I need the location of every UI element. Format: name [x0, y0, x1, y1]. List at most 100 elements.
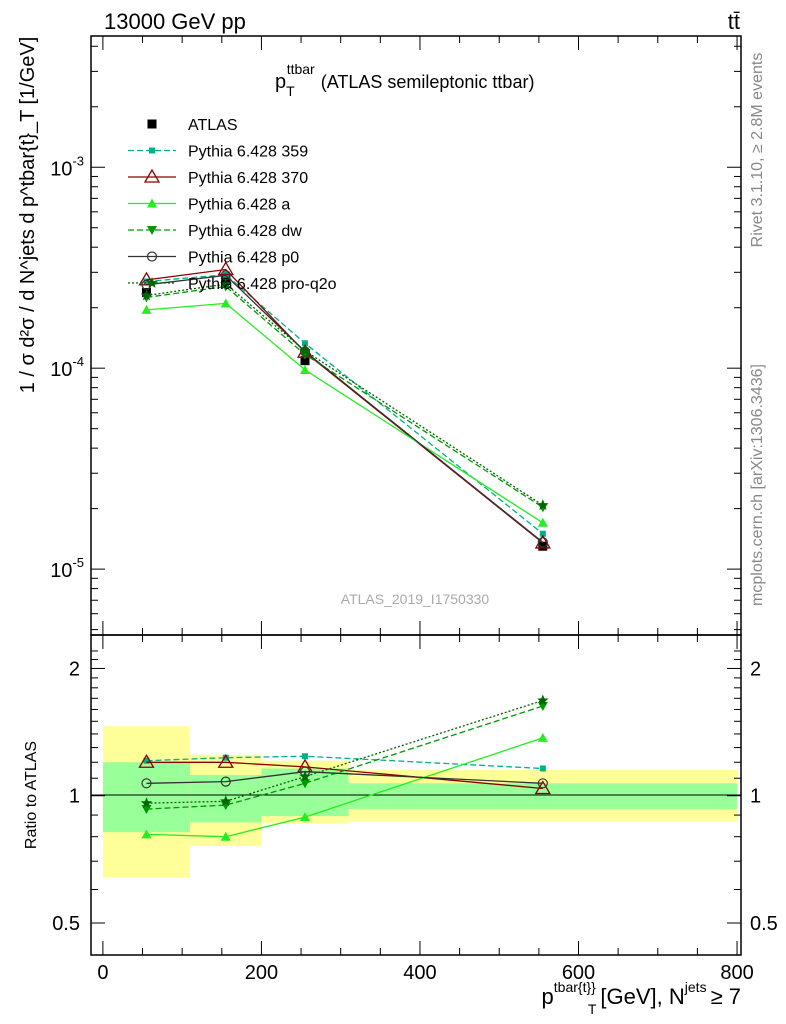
ratio-point: [299, 770, 311, 782]
title-main: p: [275, 71, 286, 93]
y-tick-label: 10-4: [50, 354, 84, 381]
legend-label: Pythia 6.428 370: [188, 170, 308, 187]
data-point: [534, 534, 551, 549]
series-pythia-6-428-a: [141, 298, 548, 527]
y-tick-label-exp: -5: [72, 555, 84, 570]
series-line: [146, 283, 544, 506]
main-plot: pTttbar (ATLAS semileptonic ttbar) 1 / σ …: [17, 35, 742, 636]
legend-entry: Pythia 6.428 p0: [128, 250, 299, 267]
x-tick-label: 0: [97, 962, 108, 984]
ratio-line: [146, 699, 543, 804]
data-point: [537, 537, 548, 548]
legend-label: Pythia 6.428 dw: [188, 223, 302, 240]
data-point: [143, 278, 150, 285]
ratio-series-pythia-6-428-359: [143, 753, 546, 772]
plot-title: pTttbar (ATLAS semileptonic ttbar): [275, 61, 534, 99]
ratio-point: [537, 694, 549, 706]
legend-label: ATLAS: [188, 117, 238, 134]
series-line: [146, 274, 544, 535]
y-tick-label-exp: -4: [72, 354, 84, 369]
legend-label: Pythia 6.428 p0: [188, 250, 299, 267]
legend-marker: [147, 198, 157, 208]
data-point: [300, 356, 310, 366]
ratio-series-pythia-6-428-pro-q2o: [140, 694, 549, 809]
main-y-ticks: 10-310-410-5: [50, 36, 741, 635]
ratio-point: [220, 795, 232, 807]
legend-marker: [146, 251, 158, 262]
y-tick-label-base: 10: [50, 158, 72, 180]
legend-marker: [146, 277, 158, 288]
xlabel-main: p: [542, 984, 554, 1009]
main-series: [138, 261, 551, 551]
main-ylabel: 1 / σ d²σ / d N^jets d p^tbar{t}_T [1/Ge…: [17, 37, 39, 394]
data-point: [302, 340, 309, 347]
uncertainty-band-inner: [348, 783, 738, 810]
ratio-point: [537, 732, 548, 742]
legend-entry: Pythia 6.428 dw: [128, 223, 302, 240]
xlabel-sup: tbar{t}: [554, 979, 592, 995]
header-right: tt̄: [728, 9, 740, 34]
data-point: [141, 304, 152, 314]
data-point: [299, 344, 311, 356]
ratio-y-tick-label: 0.5: [52, 913, 80, 935]
series-pythia-6-428-p0: [141, 270, 548, 548]
watermark: ATLAS_2019_I1750330: [341, 591, 490, 607]
ratio-point: [141, 778, 152, 789]
xlabel-brace: }: [591, 979, 596, 995]
ratio-ticks: 0.5 0.5 1 1 2 2 0 200 400 600 800: [52, 635, 778, 984]
ratio-point: [143, 757, 150, 764]
series-line: [146, 268, 544, 544]
y-tick-label-base: 10: [50, 560, 72, 582]
legend-entry: Pythia 6.428 359: [128, 144, 308, 161]
legend-label: Pythia 6.428 pro-q2o: [188, 276, 337, 293]
ratio-line: [146, 705, 544, 810]
ratio-point: [220, 831, 231, 841]
legend-entry: Pythia 6.428 370: [128, 168, 308, 187]
title-sub: T: [286, 83, 295, 99]
series-line: [146, 285, 544, 508]
legend-entry: Pythia 6.428 pro-q2o: [128, 276, 337, 293]
ratio-point: [220, 776, 231, 787]
x-tick-label: 200: [245, 962, 278, 984]
ratio-point: [534, 780, 551, 795]
data-point: [220, 298, 231, 308]
y-tick-label-base: 10: [50, 359, 72, 381]
legend-label: Pythia 6.428 a: [188, 197, 290, 214]
ratio-point: [300, 812, 311, 822]
title-sup: ttbar: [287, 61, 315, 77]
xlabel-tail: ≥ 7: [711, 984, 741, 1009]
data-point: [300, 364, 311, 374]
ratio-y-tick-label: 1: [69, 786, 80, 808]
y-tick-label: 10-3: [50, 153, 84, 180]
legend-marker: [149, 147, 155, 154]
series-atlas: [141, 275, 548, 551]
data-point: [140, 289, 153, 301]
legend-entry: Pythia 6.428 a: [128, 197, 290, 214]
ratio-point: [140, 797, 153, 809]
legend-marker: [147, 119, 157, 129]
header-left: 13000 GeV pp: [104, 9, 246, 34]
ratio-point: [217, 753, 234, 768]
data-point: [539, 530, 546, 537]
series-line: [146, 274, 544, 543]
x-tick-label: 600: [562, 962, 595, 984]
legend: ATLAS Pythia 6.428 359 Pythia 6.428 370 Pyt…: [128, 117, 337, 293]
legend-marker: [147, 226, 157, 235]
ratio-bands: [102, 726, 738, 878]
xlabel-sub: T: [588, 1001, 597, 1017]
ratio-plot: 0.5 0.5 1 1 2 2 0 200 400 600 800 Ratio to ATLAS p…: [23, 634, 778, 1017]
ratio-point: [300, 779, 311, 789]
data-point: [537, 517, 548, 527]
series-line: [146, 302, 544, 524]
ratio-line: [146, 755, 543, 770]
y-tick-label: 10-5: [50, 555, 84, 582]
y-tick-label-exp: -3: [72, 153, 84, 168]
mcplots-label: mcplots.cern.ch [arXiv:1306.3436]: [749, 364, 766, 606]
title-rest: (ATLAS semileptonic ttbar): [321, 72, 535, 92]
rivet-label: Rivet 3.1.10, ≥ 2.8M events: [749, 53, 766, 248]
xlabel-unit: [GeV], N: [600, 984, 684, 1009]
ratio-y-tick-label: 1: [750, 786, 761, 808]
legend-label: Pythia 6.428 359: [188, 144, 308, 161]
data-point: [217, 261, 234, 276]
